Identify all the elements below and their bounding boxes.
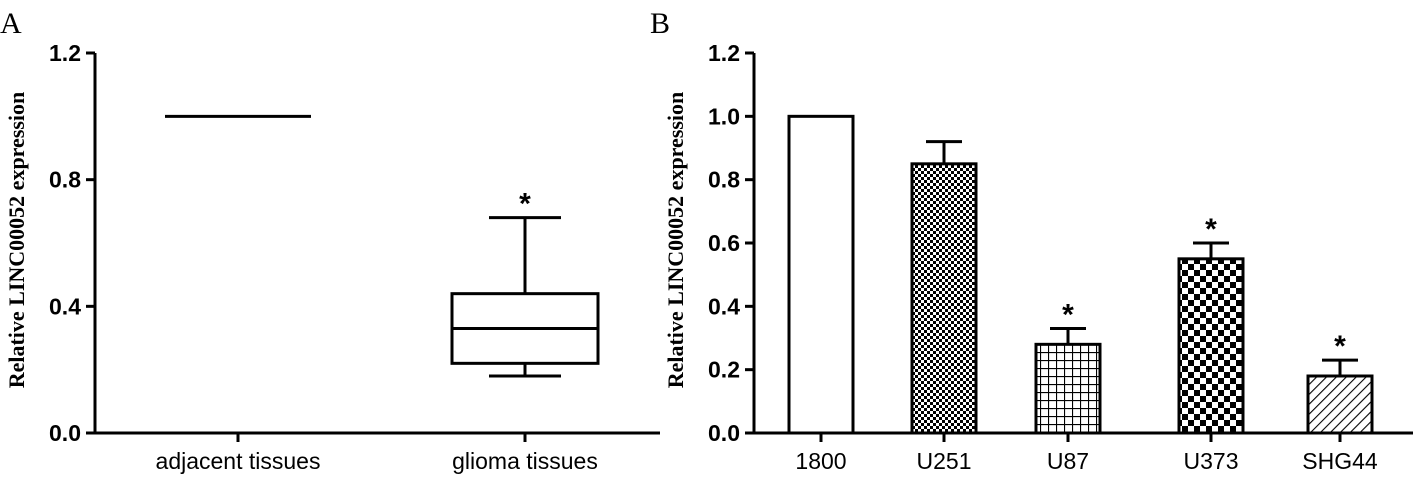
panel-b-y-tick-label: 0.8 (708, 167, 740, 193)
significance-star: * (1062, 299, 1074, 332)
bar (910, 162, 978, 435)
bar-group-3: * (1034, 299, 1102, 435)
panel-a-y-tick-label: 0.8 (49, 167, 81, 193)
panel-a-x-tick-label: adjacent tissues (156, 448, 321, 474)
bar-group-5: * (1306, 330, 1374, 435)
bar (1034, 342, 1102, 435)
panel-b-x-tick-label: SHG44 (1302, 448, 1378, 474)
panel-b-letter: B (650, 7, 670, 40)
significance-star: * (1334, 330, 1346, 363)
panel-b-y-ticks: 0.0 0.2 0.4 0.6 0.8 1.0 1.2 (708, 40, 754, 446)
panel-a-axes (93, 53, 660, 435)
significance-star: * (1205, 213, 1217, 246)
panel-b-x-tick-label: 1800 (795, 448, 846, 474)
panel-b-x-tick-label: U373 (1184, 448, 1239, 474)
panel-b-y-tick-label: 0.2 (708, 357, 740, 383)
panel-a-x-tick-label: glioma tissues (452, 448, 598, 474)
panel-a: A Relative LINC00052 expression 0.00.40.… (0, 7, 660, 474)
panel-b-bars: * * * (787, 114, 1374, 435)
bar (1306, 374, 1374, 435)
panel-a-boxes: * (165, 114, 600, 378)
panel-b-y-tick-label: 1.2 (708, 40, 740, 66)
panel-a-y-axis-title: Relative LINC00052 expression (4, 92, 29, 389)
significance-star: * (519, 188, 531, 221)
panel-a-y-tick-label: 0.4 (49, 293, 81, 319)
panel-a-y-tick-label: 0.0 (49, 420, 81, 446)
bar (787, 114, 855, 435)
panel-a-box-2: * (450, 188, 600, 378)
panel-a-letter: A (0, 7, 22, 40)
bar-group-2 (910, 140, 978, 435)
panel-b-y-tick-label: 0.0 (708, 420, 740, 446)
bar-group-4: * (1177, 213, 1245, 435)
bar-group-1 (787, 114, 855, 435)
panel-b-y-tick-label: 1.0 (708, 103, 740, 129)
panel-b-x-tick-label: U87 (1047, 448, 1089, 474)
bar (1177, 257, 1245, 435)
panel-b-y-axis-title: Relative LINC00052 expression (663, 92, 688, 389)
panel-b-x-tick-label: U251 (917, 448, 972, 474)
panel-a-x-ticks: adjacent tissues glioma tissues (156, 433, 598, 474)
panel-b: B Relative LINC00052 expression 0.00.20.… (650, 7, 1413, 474)
panel-b-y-tick-label: 0.6 (708, 230, 740, 256)
panel-a-y-tick-label: 1.2 (49, 40, 81, 66)
panel-b-x-ticks: 1800 U251 U87 U373 SHG44 (795, 433, 1378, 474)
panel-a-y-ticks: 0.0 0.4 0.8 1.2 (49, 40, 95, 446)
panel-b-y-tick-label: 0.4 (708, 293, 740, 319)
